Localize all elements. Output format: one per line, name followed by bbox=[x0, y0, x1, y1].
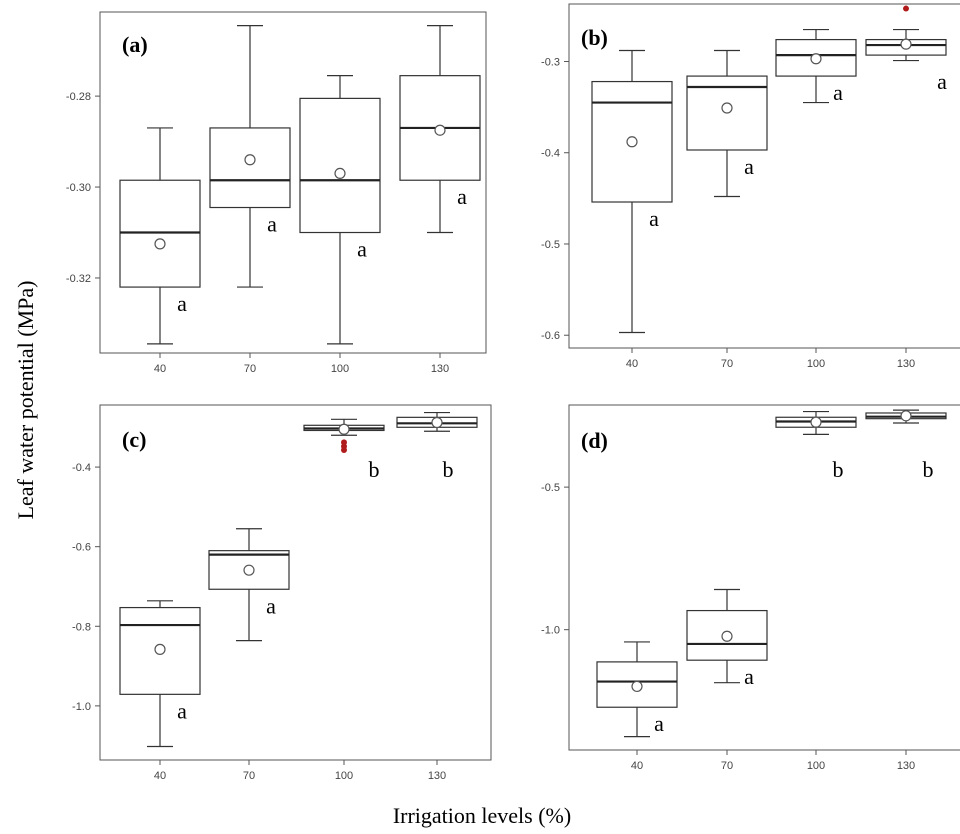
mean-marker bbox=[901, 411, 911, 421]
box-100: a bbox=[300, 76, 380, 344]
group-letter: a bbox=[267, 212, 277, 237]
mean-marker bbox=[722, 631, 732, 641]
mean-marker bbox=[155, 644, 165, 654]
mean-marker bbox=[245, 155, 255, 165]
panel-3: (c) -1.0 -0.8 -0.6 -0.4 40 70 100 130 a a b b bbox=[72, 405, 491, 782]
y-tick-label: -0.4 bbox=[541, 148, 560, 160]
box-iqr bbox=[210, 128, 290, 208]
x-tick-label: 40 bbox=[154, 363, 166, 375]
x-tick-label: 100 bbox=[335, 770, 353, 782]
group-letter: a bbox=[266, 593, 276, 618]
x-tick-label: 40 bbox=[626, 358, 638, 370]
group-letter: a bbox=[649, 206, 659, 231]
y-tick-label: -0.8 bbox=[72, 621, 91, 633]
box-130: b bbox=[866, 410, 946, 482]
box-40: a bbox=[120, 128, 200, 344]
mean-marker bbox=[432, 418, 442, 428]
panel-1: (a) -0.32 -0.30 -0.28 40 70 100 130 a a a a bbox=[66, 12, 486, 375]
y-tick-label: -0.3 bbox=[541, 56, 560, 68]
panel-title: (d) bbox=[581, 428, 608, 453]
x-tick-label: 70 bbox=[244, 363, 256, 375]
box-70: a bbox=[210, 26, 290, 287]
x-tick-label: 130 bbox=[897, 358, 915, 370]
mean-marker bbox=[155, 239, 165, 249]
x-tick-label: 100 bbox=[807, 760, 825, 772]
x-axis-label: Irrigation levels (%) bbox=[393, 803, 571, 828]
mean-marker bbox=[244, 565, 254, 575]
x-tick-label: 40 bbox=[631, 760, 643, 772]
mean-marker bbox=[632, 681, 642, 691]
group-letter: a bbox=[457, 184, 467, 209]
group-letter: a bbox=[833, 80, 843, 105]
mean-marker bbox=[335, 168, 345, 178]
box-70: a bbox=[209, 529, 289, 641]
box-iqr bbox=[120, 180, 200, 287]
y-tick-label: -0.5 bbox=[541, 239, 560, 251]
x-tick-label: 40 bbox=[154, 770, 166, 782]
mean-marker bbox=[811, 417, 821, 427]
group-letter: a bbox=[177, 698, 187, 723]
y-tick-label: -0.6 bbox=[72, 542, 91, 554]
box-70: a bbox=[687, 51, 767, 197]
y-tick-label: -0.32 bbox=[66, 273, 91, 285]
group-letter: b bbox=[923, 457, 934, 482]
box-40: a bbox=[592, 51, 672, 333]
group-letter: a bbox=[937, 69, 947, 94]
x-tick-label: 100 bbox=[807, 358, 825, 370]
mean-marker bbox=[722, 103, 732, 113]
panel-title: (a) bbox=[122, 32, 148, 57]
box-100: a bbox=[776, 30, 856, 106]
y-tick-label: -0.30 bbox=[66, 182, 91, 194]
y-tick-label: -0.5 bbox=[541, 482, 560, 494]
panel-frame bbox=[100, 405, 491, 760]
panel-2: (b) -0.6 -0.5 -0.4 -0.3 40 70 100 130 a a a a bbox=[541, 4, 960, 370]
outlier-point bbox=[341, 447, 347, 453]
x-tick-label: 130 bbox=[897, 760, 915, 772]
box-130: a bbox=[866, 30, 947, 95]
x-tick-label: 70 bbox=[721, 358, 733, 370]
group-letter: b bbox=[443, 457, 454, 482]
x-tick-label: 130 bbox=[428, 770, 446, 782]
box-40: a bbox=[120, 601, 200, 747]
y-tick-label: -1.0 bbox=[72, 701, 91, 713]
group-letter: a bbox=[654, 711, 664, 736]
panel-title: (b) bbox=[581, 25, 608, 50]
group-letter: b bbox=[833, 457, 844, 482]
box-iqr bbox=[300, 98, 380, 232]
panel-4: (d) -1.0 -0.5 40 70 100 130 a a b b bbox=[541, 405, 960, 772]
group-letter: a bbox=[744, 664, 754, 689]
y-tick-label: -0.4 bbox=[72, 462, 91, 474]
mean-marker bbox=[339, 424, 349, 434]
mean-marker bbox=[901, 39, 911, 49]
x-tick-label: 130 bbox=[431, 363, 449, 375]
mean-marker bbox=[435, 125, 445, 135]
y-tick-label: -0.28 bbox=[66, 91, 91, 103]
mean-marker bbox=[811, 54, 821, 64]
group-letter: b bbox=[369, 457, 380, 482]
group-letter: a bbox=[744, 154, 754, 179]
box-130: b bbox=[397, 413, 477, 482]
y-tick-label: -0.6 bbox=[541, 330, 560, 342]
y-tick-label: -1.0 bbox=[541, 625, 560, 637]
mean-marker bbox=[627, 137, 637, 147]
x-tick-label: 70 bbox=[243, 770, 255, 782]
box-130: a bbox=[400, 26, 480, 233]
x-tick-label: 100 bbox=[331, 363, 349, 375]
box-100: b bbox=[776, 412, 856, 482]
group-letter: a bbox=[357, 237, 367, 262]
box-40: a bbox=[597, 642, 677, 737]
y-axis-label: Leaf water potential (MPa) bbox=[13, 281, 38, 520]
panel-title: (c) bbox=[122, 427, 146, 452]
group-letter: a bbox=[177, 291, 187, 316]
x-tick-label: 70 bbox=[721, 760, 733, 772]
box-70: a bbox=[687, 589, 767, 689]
outlier-point bbox=[903, 6, 909, 12]
